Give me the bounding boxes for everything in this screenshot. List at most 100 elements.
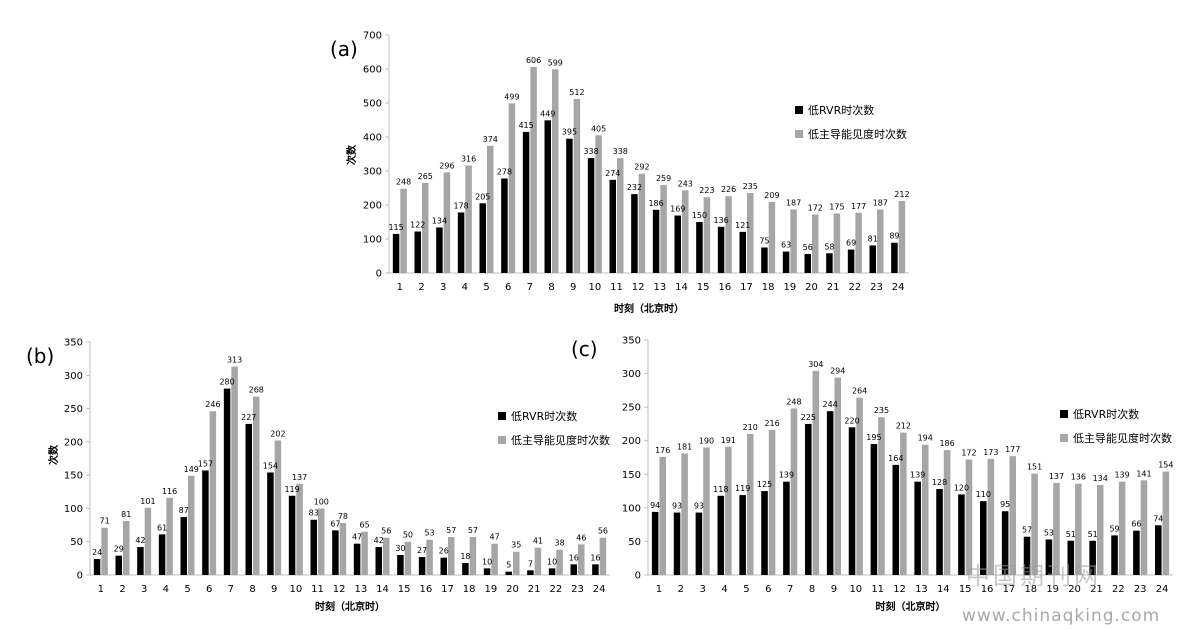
y-tick-label: 50 [628, 537, 641, 548]
bar-low-rvr [544, 120, 551, 273]
x-tick-label: 3 [440, 282, 446, 293]
data-label-low-rvr: 42 [135, 536, 145, 545]
bar-low-rvr [870, 444, 878, 575]
bar-low-visibility [426, 539, 433, 575]
data-label-low-visibility: 177 [1005, 445, 1020, 454]
bar-low-visibility [101, 527, 108, 575]
data-label-low-rvr: 16 [590, 553, 600, 562]
data-label-low-rvr: 95 [1000, 500, 1010, 509]
x-tick-label: 22 [1112, 584, 1125, 595]
y-tick-label: 500 [363, 99, 382, 110]
x-tick-label: 24 [892, 282, 905, 293]
bar-low-visibility [318, 508, 325, 575]
x-tick-label: 21 [1090, 584, 1103, 595]
x-tick-label: 7 [228, 584, 234, 595]
bar-low-visibility [659, 456, 666, 575]
x-tick-label: 17 [1003, 584, 1016, 595]
data-label-low-visibility: 235 [743, 182, 758, 191]
bar-low-rvr [892, 464, 900, 575]
x-tick-label: 20 [805, 282, 818, 293]
legend-swatch-low-rvr [498, 412, 506, 420]
panel-label: (c) [571, 337, 598, 361]
data-label-low-visibility: 56 [381, 527, 391, 536]
x-tick-label: 22 [848, 282, 861, 293]
data-label-low-visibility: 316 [461, 155, 476, 164]
data-label-low-visibility: 235 [874, 406, 889, 415]
bar-low-rvr [717, 226, 725, 273]
y-tick-label: 250 [64, 404, 83, 415]
data-label-low-visibility: 216 [764, 419, 779, 428]
data-label-low-rvr: 93 [694, 502, 704, 511]
bar-low-rvr [436, 227, 443, 273]
data-label-low-rvr: 53 [1044, 528, 1054, 537]
data-label-low-rvr: 338 [583, 147, 598, 156]
bar-low-visibility [595, 135, 602, 273]
bar-low-rvr [397, 555, 404, 575]
data-label-low-rvr: 395 [562, 128, 577, 137]
bar-low-visibility [508, 103, 516, 273]
data-label-low-rvr: 94 [650, 501, 660, 510]
x-axis-title: 时刻（北京时） [315, 600, 385, 613]
data-label-low-rvr: 220 [844, 416, 859, 425]
data-label-low-visibility: 154 [1158, 461, 1173, 470]
bar-low-rvr [739, 231, 746, 273]
bar-low-rvr [158, 534, 166, 575]
data-label-low-rvr: 63 [781, 241, 791, 250]
y-tick-label: 100 [622, 503, 641, 514]
x-tick-label: 5 [184, 584, 190, 595]
data-label-low-rvr: 57 [1022, 526, 1032, 535]
bar-low-visibility [123, 521, 130, 575]
bar-low-visibility [573, 98, 581, 273]
x-tick-label: 22 [549, 584, 562, 595]
data-label-low-visibility: 268 [249, 386, 264, 395]
x-tick-label: 20 [506, 584, 519, 595]
data-label-low-visibility: 194 [918, 434, 933, 443]
data-label-low-rvr: 16 [569, 553, 579, 562]
bar-low-visibility [965, 459, 973, 575]
data-label-low-visibility: 149 [184, 465, 199, 474]
legend-label-low-visibility: 低主导能见度时次数 [808, 127, 907, 141]
data-label-low-rvr: 169 [670, 205, 685, 214]
data-label-low-visibility: 223 [699, 186, 714, 195]
x-tick-label: 4 [721, 584, 727, 595]
legend-swatch-low-visibility [498, 436, 506, 444]
x-tick-label: 2 [678, 584, 684, 595]
bar-low-rvr [782, 251, 790, 273]
bar-low-rvr [914, 481, 921, 575]
bar-low-visibility [513, 551, 520, 575]
bar-low-rvr [1067, 540, 1075, 575]
bar-low-rvr [1001, 511, 1009, 575]
y-tick-label: 150 [622, 470, 641, 481]
data-label-low-visibility: 172 [808, 204, 823, 213]
x-tick-label: 10 [588, 282, 601, 293]
bar-low-visibility [768, 429, 776, 575]
data-label-low-rvr: 81 [868, 234, 878, 243]
bar-low-rvr [93, 559, 101, 575]
bar-low-rvr [891, 242, 898, 273]
data-label-low-visibility: 210 [743, 423, 758, 432]
bar-low-rvr [245, 423, 252, 575]
panel-label: (a) [330, 37, 358, 61]
data-label-low-visibility: 176 [655, 446, 670, 455]
x-tick-label: 17 [441, 584, 454, 595]
y-tick-label: 300 [622, 369, 641, 380]
data-label-low-rvr: 119 [284, 485, 299, 494]
data-label-low-rvr: 59 [1109, 524, 1119, 533]
data-label-low-rvr: 139 [910, 471, 925, 480]
bar-low-rvr [570, 564, 577, 575]
bar-low-rvr [936, 489, 943, 575]
data-label-low-visibility: 294 [830, 367, 845, 376]
data-label-low-rvr: 232 [627, 183, 642, 192]
data-label-low-rvr: 164 [888, 454, 903, 463]
bar-low-rvr [375, 547, 382, 575]
legend-swatch-low-visibility [795, 130, 803, 138]
data-label-low-visibility: 599 [548, 58, 563, 67]
bar-low-rvr [288, 495, 296, 575]
data-label-low-rvr: 278 [497, 167, 512, 176]
data-label-low-visibility: 141 [1136, 469, 1151, 478]
bar-low-rvr [696, 222, 703, 273]
bar-low-rvr [1045, 539, 1053, 575]
data-label-low-visibility: 405 [591, 124, 606, 133]
